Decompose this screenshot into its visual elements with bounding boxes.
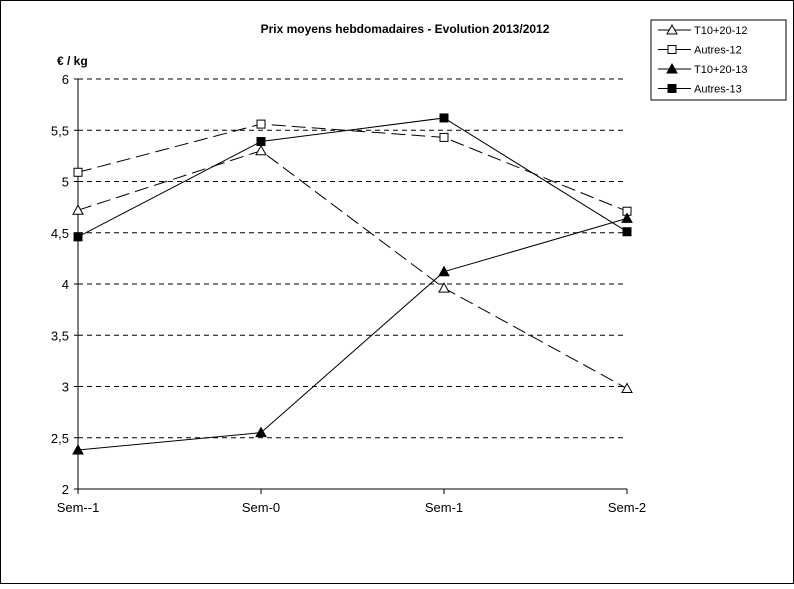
data-point (621, 382, 633, 394)
axis-layer: 2 2,5 3 3,5 4 4,5 5 5,5 6 Sem--1 Sem-0 Sem-1 Sem-2 (51, 72, 646, 515)
x-tick-label: Sem-0 (242, 500, 280, 515)
x-tick-label: Sem--1 (57, 500, 100, 515)
data-point (622, 227, 632, 237)
series-3 (73, 113, 632, 242)
series-line (77, 150, 628, 389)
y-axis-label: € / kg (57, 54, 88, 68)
legend-label: T10+20-12 (694, 25, 748, 37)
y-tick-label: 3,5 (51, 328, 69, 343)
data-point (438, 282, 450, 293)
legend: T10+20-12 Autres-12 T10+20-13 Autres-13 (650, 19, 787, 101)
data-point (73, 167, 83, 177)
series-line (77, 117, 628, 238)
grid-layer (78, 78, 627, 439)
legend-item: T10+20-13 (658, 62, 748, 76)
data-point (256, 119, 266, 129)
y-tick-label: 4,5 (51, 226, 69, 241)
y-tick-label: 4 (62, 277, 69, 292)
data-point (72, 204, 84, 215)
data-point (256, 137, 266, 147)
legend-item: Autres-13 (658, 84, 742, 96)
data-point (621, 212, 633, 223)
chart-title: Prix moyens hebdomadaires - Evolution 20… (261, 22, 550, 36)
data-point (255, 426, 267, 438)
y-tick-label: 2,5 (51, 431, 69, 446)
data-point (438, 265, 450, 277)
legend-marker (666, 62, 678, 74)
legend-marker (667, 45, 677, 54)
legend-label: Autres-12 (694, 45, 742, 57)
legend-marker (666, 23, 678, 35)
legend-label: Autres-13 (694, 84, 742, 96)
series-layer (72, 113, 633, 455)
y-tick-label: 2 (62, 482, 69, 497)
y-tick-label: 5 (62, 175, 69, 190)
y-tick-label: 3 (62, 380, 69, 395)
series-0 (72, 144, 633, 394)
x-tick-label: Sem-2 (608, 500, 646, 515)
series-2 (72, 212, 633, 455)
data-point (255, 144, 267, 156)
legend-marker (667, 84, 677, 93)
legend-label: T10+20-13 (694, 64, 748, 76)
x-tick-label: Sem-1 (425, 500, 463, 515)
legend-item: Autres-12 (658, 45, 742, 57)
y-tick-label: 5,5 (51, 123, 69, 138)
y-tick-label: 6 (62, 72, 69, 87)
series-line (77, 217, 628, 451)
data-point (439, 113, 449, 123)
data-point (439, 132, 449, 142)
data-point (73, 232, 83, 242)
legend-item: T10+20-12 (658, 23, 748, 37)
data-point (72, 444, 84, 455)
